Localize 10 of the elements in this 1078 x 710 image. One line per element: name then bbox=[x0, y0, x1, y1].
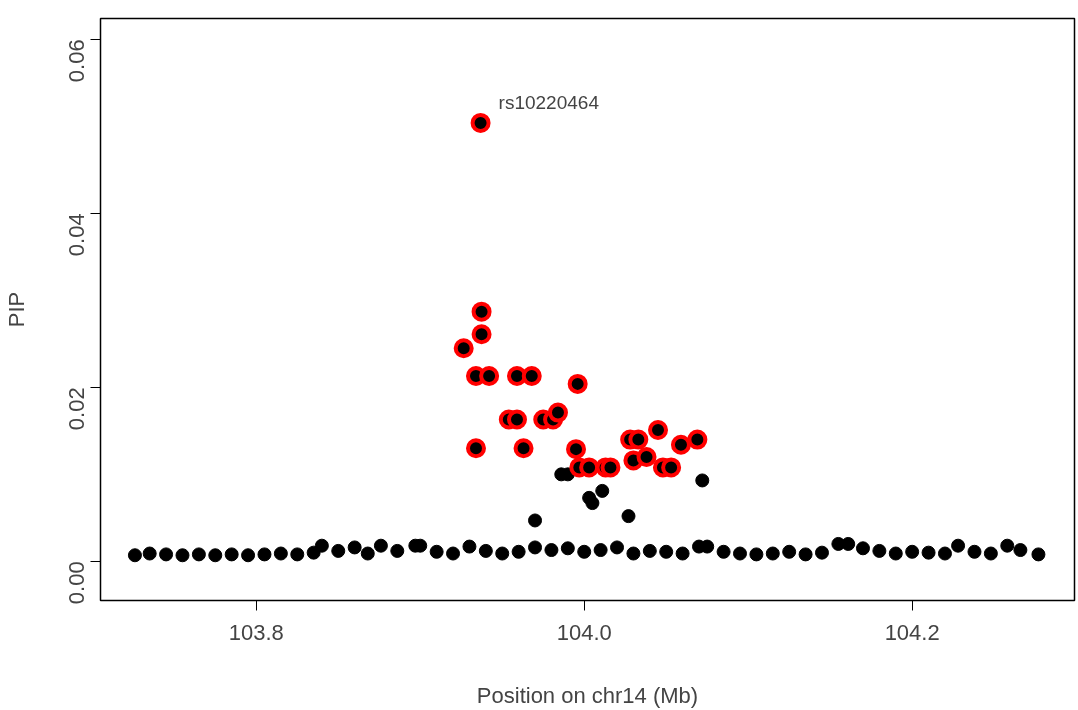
annotation: rs10220464 bbox=[498, 91, 600, 113]
x-axis-title: Position on chr14 (Mb) bbox=[476, 682, 699, 708]
y-tick-label: 0.06 bbox=[64, 39, 89, 83]
y-tick-label: 0.04 bbox=[64, 213, 89, 257]
y-tick-label: 0.00 bbox=[64, 561, 89, 605]
x-tick-label: 103.8 bbox=[228, 619, 284, 645]
y-tick-label: 0.02 bbox=[64, 387, 89, 431]
y-axis-title: PIP bbox=[3, 291, 29, 328]
x-tick-label: 104.0 bbox=[556, 619, 612, 645]
x-tick-label: 104.2 bbox=[884, 619, 940, 645]
